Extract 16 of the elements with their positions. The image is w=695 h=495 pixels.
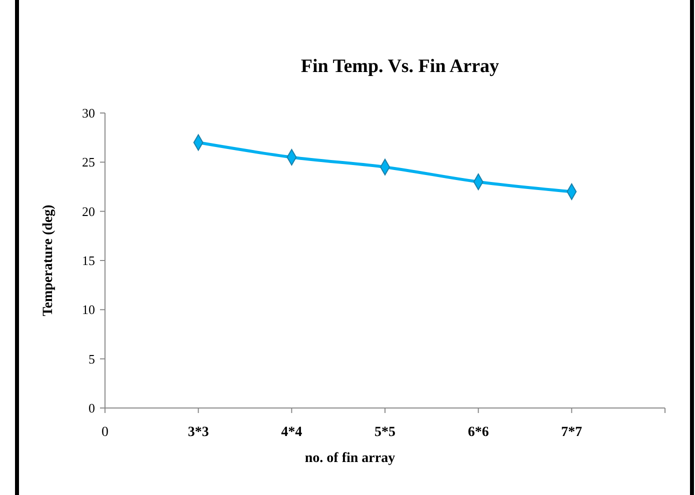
y-tick-label: 5 xyxy=(88,351,95,366)
y-tick-label: 20 xyxy=(82,204,95,219)
x-axis-title: no. of fin array xyxy=(304,451,396,466)
x-tick-label: 4*4 xyxy=(281,425,302,440)
x-tick-label: 3*3 xyxy=(188,425,209,440)
x-tick-label: 5*5 xyxy=(374,425,396,440)
y-tick-label: 30 xyxy=(82,106,95,121)
y-tick-label: 0 xyxy=(88,400,95,416)
y-tick-label: 15 xyxy=(82,253,95,268)
x-tick-label: 0 xyxy=(102,425,108,440)
y-axis-title: Temperature (deg) xyxy=(41,204,56,316)
x-tick-label: 7*7 xyxy=(561,425,582,440)
y-tick-label: 25 xyxy=(82,154,95,170)
x-tick-label: 6*6 xyxy=(468,425,489,440)
y-tick-label: 10 xyxy=(82,302,95,318)
chart-title: Fin Temp. Vs. Fin Array xyxy=(300,56,500,77)
